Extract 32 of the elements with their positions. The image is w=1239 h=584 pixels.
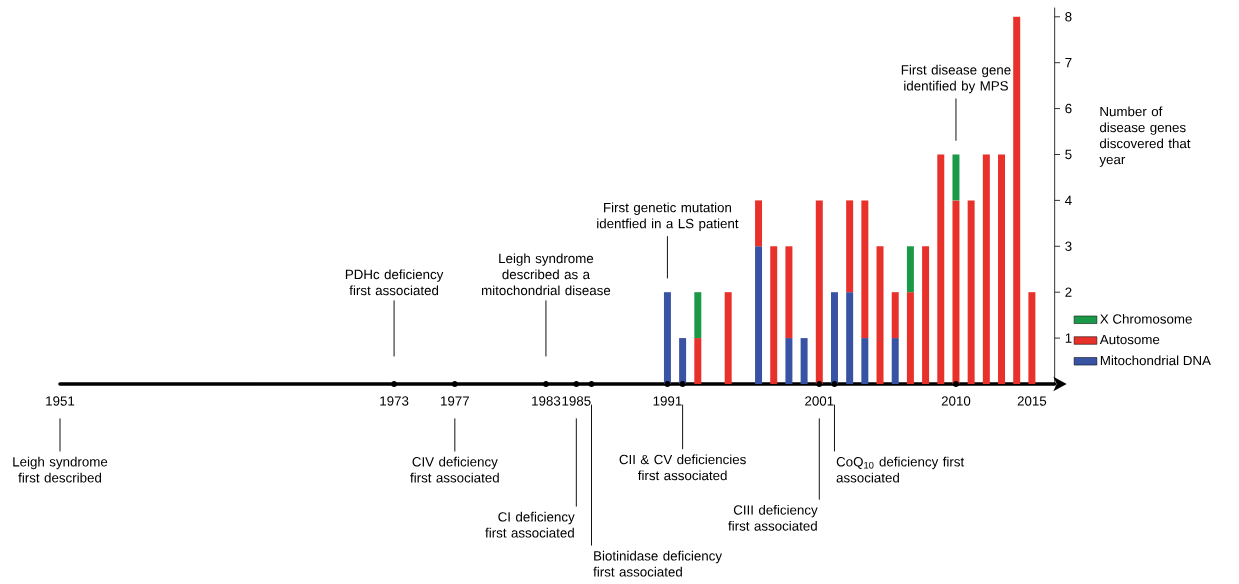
ref-line-label: First genetic mutation identfied in a LS patient xyxy=(597,202,739,231)
x-tick-label: 2015 xyxy=(1017,396,1047,406)
y-tick-label: 1 xyxy=(1065,333,1072,343)
ref-line-label: CII & CV deficiencies first associated xyxy=(619,454,746,481)
x-tick-label: 1951 xyxy=(46,396,75,406)
ref-line-label: PDHc deficiency first associated xyxy=(345,269,444,296)
x-tick-label: 1977 xyxy=(441,396,469,406)
legend-label: Autosome xyxy=(1099,334,1160,345)
x-tick-label: 2001 xyxy=(805,396,834,406)
y-tick-label: 4 xyxy=(1065,195,1072,205)
y-tick-label: 6 xyxy=(1065,103,1072,114)
x-tick-label: 1991 xyxy=(653,396,682,406)
x-tick-label: 1973 xyxy=(380,396,409,406)
x-tick-label: 1983 xyxy=(532,396,561,406)
legend-label: X Chromosome xyxy=(1100,313,1192,324)
y-tick-label: 8 xyxy=(1065,12,1072,22)
y-tick-label: 5 xyxy=(1065,149,1072,160)
x-tick-label: 1985 xyxy=(562,396,591,406)
ref-line-label: Leigh syndrome described as a mitochondrial disease xyxy=(481,253,611,296)
ref-line-label: First disease gene identified by MPS xyxy=(901,64,1011,94)
x-tick-label: 2010 xyxy=(941,396,971,406)
ref-line-label: CIII deficiency first associated xyxy=(728,504,818,531)
ref-line-label: CIV deficiency first associated xyxy=(410,456,499,483)
y-tick-label: 2 xyxy=(1065,287,1072,297)
ref-line-label: CI deficiency first associated xyxy=(485,511,575,538)
legend-label: Mitochondrial DNA xyxy=(1100,355,1211,366)
ref-line-label: Biotinidase deficiency first associated xyxy=(593,550,723,577)
ref-line-label: Leigh syndrome first described xyxy=(13,456,108,483)
ref-line-label: CoQ$_{10}$ deficiency first associated xyxy=(836,456,965,483)
y-axis-title: Number of disease genes discovered that year xyxy=(1099,106,1191,167)
y-tick-label: 3 xyxy=(1065,241,1072,251)
y-tick-label: 7 xyxy=(1065,58,1072,68)
